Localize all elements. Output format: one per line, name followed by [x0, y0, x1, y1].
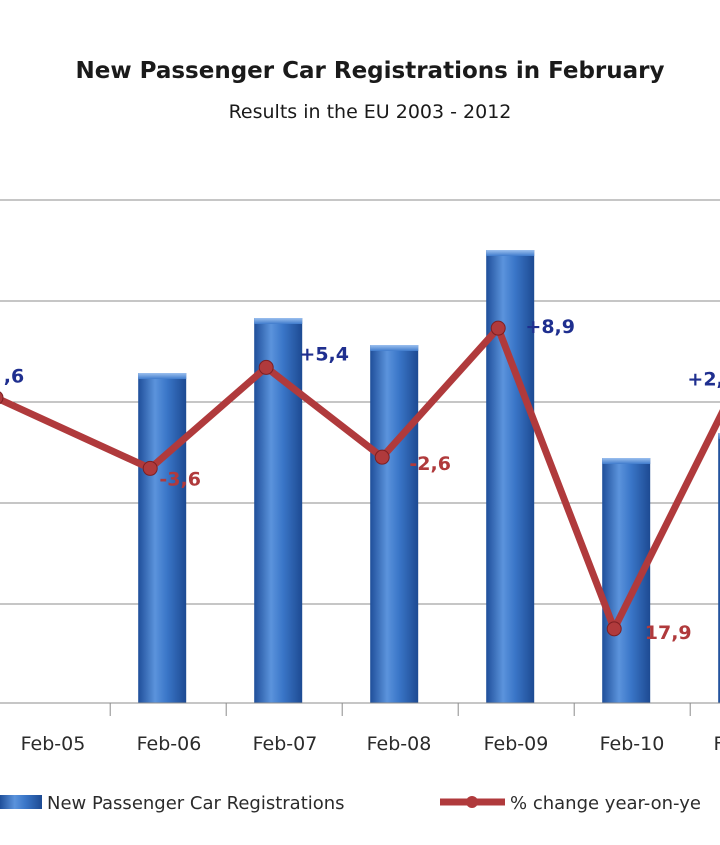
line-marker: [0, 391, 4, 405]
bar: [138, 373, 187, 703]
bar-series: [138, 250, 720, 703]
chart-subtitle: Results in the EU 2003 - 2012: [228, 101, 512, 123]
grid-lines: [0, 199, 720, 605]
line-marker: [142, 460, 158, 476]
bar: [602, 458, 651, 703]
bar-top: [602, 458, 651, 464]
x-tick-label: Feb-06: [137, 733, 202, 755]
legend-label: New Passenger Car Registrations: [47, 793, 345, 814]
x-tick-label: Feb-09: [484, 733, 549, 755]
legend-swatch-bar: [0, 795, 42, 809]
bar: [370, 345, 419, 703]
bar-top: [138, 373, 187, 379]
bar-top: [718, 433, 720, 439]
x-tick-label: Feb-07: [253, 733, 318, 755]
bar-top: [370, 345, 419, 351]
x-tick-label: Feb-08: [367, 733, 432, 755]
chart-title: New Passenger Car Registrations in Febru…: [75, 58, 665, 84]
data-label: +8,9: [525, 316, 575, 338]
data-label: 17,9: [645, 622, 692, 644]
line-marker: [374, 449, 390, 465]
data-label: +2,8: [687, 369, 720, 391]
x-tick-label: Feb-10: [600, 733, 665, 755]
line-series: [0, 320, 720, 637]
line-marker: [490, 320, 506, 336]
x-tick-label: F: [714, 733, 720, 755]
legend-label: % change year-on-ye: [510, 793, 701, 814]
x-tick-label: Feb-05: [21, 733, 86, 755]
line-marker: [606, 621, 622, 637]
legend-swatch-marker: [466, 796, 478, 808]
data-label: ,6: [4, 366, 24, 388]
data-label: -2,6: [409, 453, 451, 475]
bar-top: [486, 250, 535, 256]
data-label: +5,4: [299, 343, 349, 365]
bar: [254, 318, 303, 703]
line-path: [0, 324, 720, 633]
data-labels: ,6 -3,6 +5,4 -2,6 +8,9 17,9 +2,8: [4, 316, 720, 644]
bar-top: [254, 318, 303, 324]
data-label: -3,6: [159, 468, 201, 490]
line-marker: [258, 359, 274, 375]
bar: [718, 433, 720, 703]
legend: New Passenger Car Registrations % change …: [0, 793, 701, 814]
x-axis: Feb-05 Feb-06 Feb-07 Feb-08 Feb-09 Feb-10 F: [0, 702, 720, 755]
